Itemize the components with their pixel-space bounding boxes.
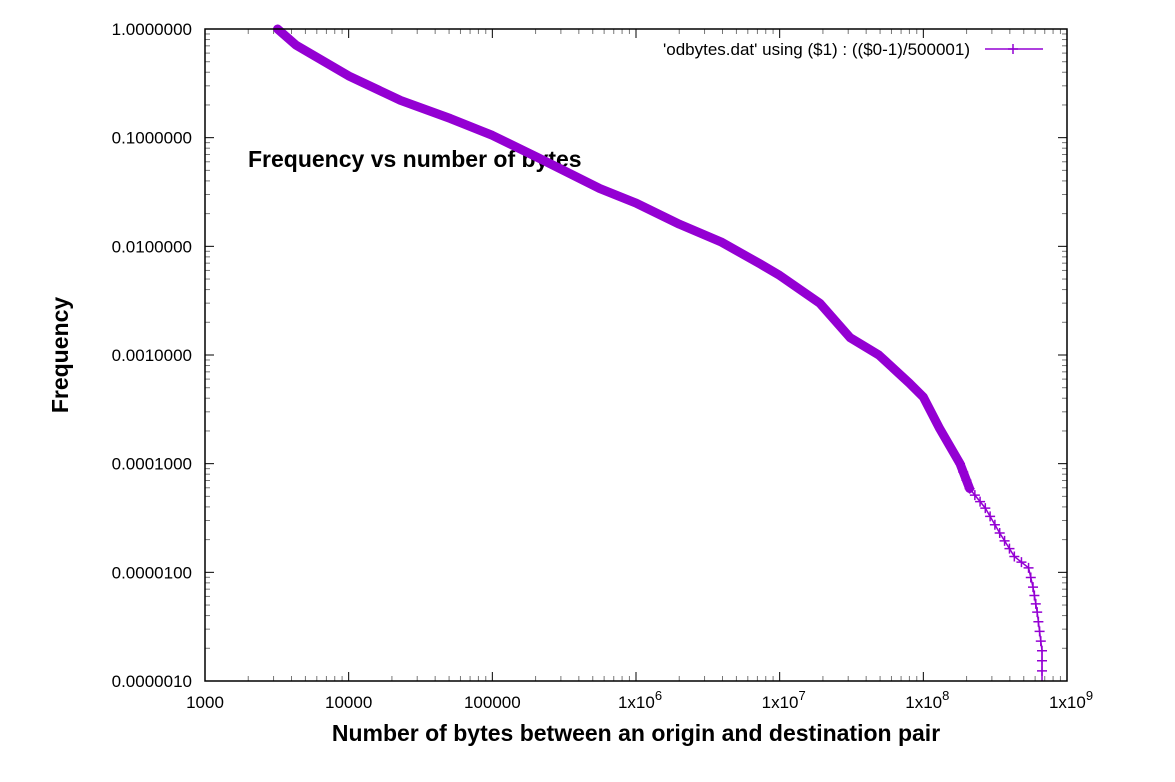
y-tick-label: 0.1000000 — [112, 129, 192, 148]
plus-marker-icon — [1009, 551, 1020, 562]
y-axis-title: Frequency — [47, 297, 73, 414]
plus-marker-icon — [1025, 572, 1036, 583]
data-series — [273, 24, 1048, 681]
plus-marker-icon — [1037, 665, 1048, 676]
x-tick-label: 100000 — [464, 693, 521, 712]
x-axis-title: Number of bytes between an origin and de… — [332, 720, 940, 746]
x-tick-label: 1x106 — [618, 688, 662, 712]
plus-marker-icon — [994, 528, 1005, 539]
y-tick-label: 0.0000100 — [112, 563, 192, 582]
plus-marker-icon — [1004, 543, 1015, 554]
y-tick-label: 0.0100000 — [112, 237, 192, 256]
plus-marker-icon — [1034, 626, 1045, 637]
axis-tick-labels: 1000 10000 100000 1x106 1x107 1x108 1x109 1.000… — [112, 20, 1093, 712]
plus-marker-icon — [1037, 655, 1048, 666]
y-tick-label: 1.0000000 — [112, 20, 192, 39]
series-dense-band — [273, 24, 975, 494]
plus-marker-icon — [1028, 582, 1039, 593]
plus-marker-icon — [964, 483, 975, 494]
x-tick-label: 1000 — [186, 693, 224, 712]
legend-label: 'odbytes.dat' using ($1) : (($0-1)/50000… — [663, 40, 970, 59]
plus-marker-icon — [1033, 616, 1044, 627]
legend-plus-marker-icon — [1008, 44, 1018, 54]
plot-frame — [204, 28, 1068, 682]
plus-marker-icon — [1032, 607, 1043, 618]
series-line — [277, 28, 1043, 681]
plus-marker-icon — [958, 466, 969, 477]
plus-marker-icon — [985, 511, 996, 522]
plus-marker-icon — [955, 458, 966, 469]
plus-marker-icon — [1023, 562, 1034, 573]
plus-marker-icon — [969, 490, 980, 501]
x-tick-label: 1x108 — [905, 688, 949, 712]
plus-marker-icon — [1030, 598, 1041, 609]
plus-marker-icon — [1029, 590, 1040, 601]
y-tick-label: 0.0000010 — [112, 672, 192, 691]
legend: 'odbytes.dat' using ($1) : (($0-1)/50000… — [663, 40, 1043, 59]
plus-marker-icon — [980, 503, 991, 514]
axis-ticks — [204, 28, 1068, 682]
x-tick-label: 1x109 — [1049, 688, 1093, 712]
plus-marker-icon — [1035, 636, 1046, 647]
x-tick-label: 1x107 — [762, 688, 806, 712]
plus-marker-icon — [999, 535, 1010, 546]
plus-marker-icon — [1037, 645, 1048, 656]
x-tick-label: 10000 — [325, 693, 372, 712]
y-tick-label: 0.0010000 — [112, 346, 192, 365]
plus-marker-icon — [989, 519, 1000, 530]
plus-marker-icon — [961, 475, 972, 486]
plus-marker-icon — [1016, 557, 1027, 568]
y-tick-label: 0.0001000 — [112, 455, 192, 474]
plus-marker-icon — [975, 496, 986, 507]
